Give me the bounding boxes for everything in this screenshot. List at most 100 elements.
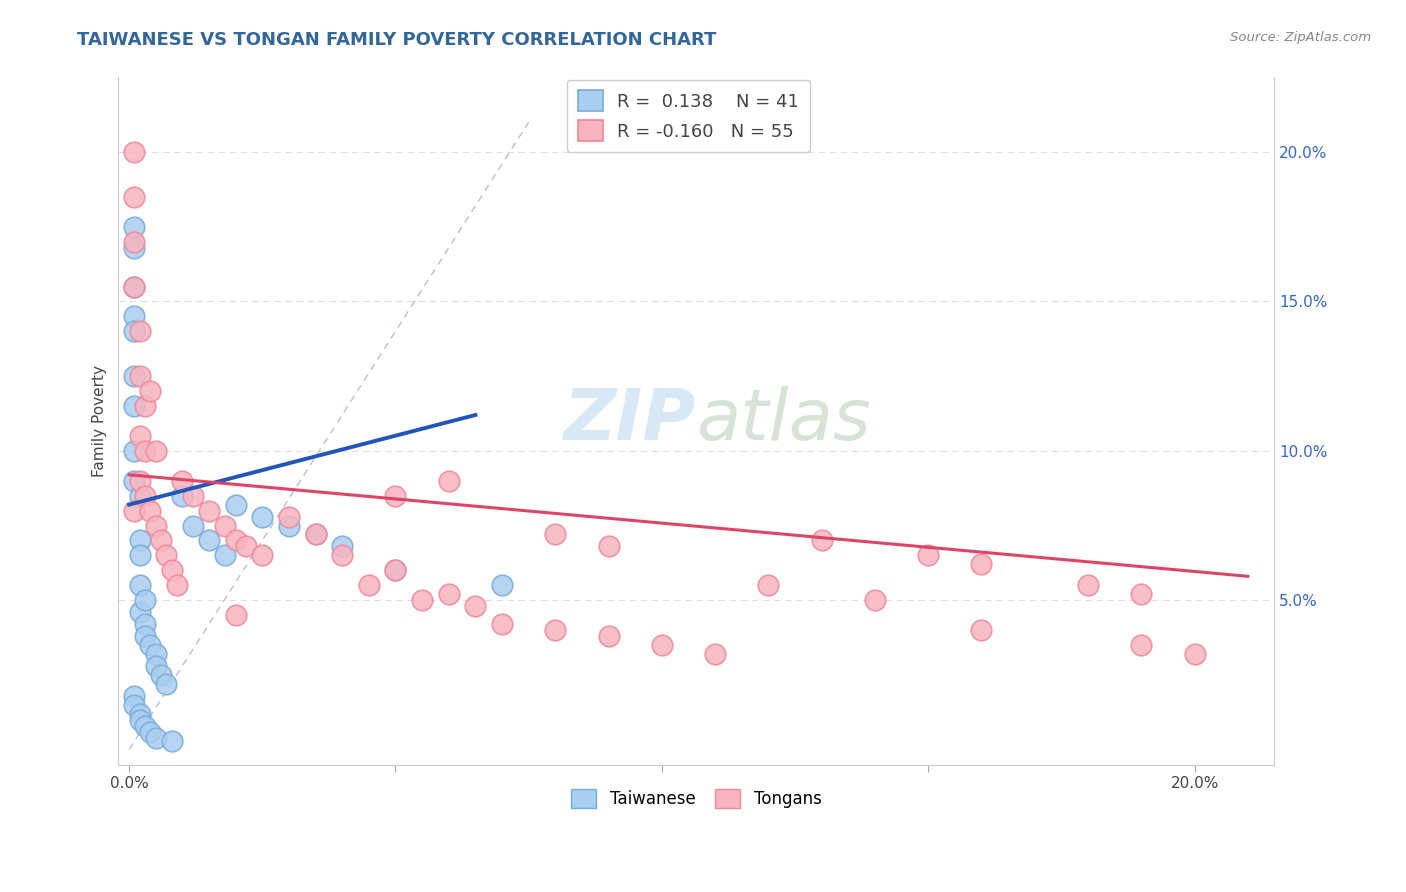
Point (225, 498, 247, 512)
Point (128, 324, 150, 338)
Point (139, 638, 162, 652)
Point (128, 578, 150, 592)
Point (139, 724, 162, 739)
Point (863, 593, 886, 607)
Point (1184, 647, 1206, 661)
Point (124, 235, 146, 249)
Point (145, 518, 167, 533)
Point (181, 489, 204, 503)
Point (277, 518, 299, 533)
Point (181, 518, 204, 533)
Point (139, 384, 162, 398)
Point (1130, 587, 1153, 601)
Y-axis label: Family Poverty: Family Poverty (93, 365, 107, 477)
Point (198, 533, 221, 548)
Point (128, 429, 150, 443)
Point (124, 474, 146, 488)
Point (598, 540, 620, 554)
Point (134, 629, 156, 643)
Point (124, 689, 146, 703)
Point (145, 731, 167, 745)
Point (124, 310, 146, 324)
Point (134, 443, 156, 458)
Point (214, 518, 236, 533)
Point (124, 219, 146, 234)
Point (134, 489, 156, 503)
Point (128, 489, 150, 503)
Point (128, 369, 150, 384)
Point (1130, 638, 1153, 652)
Point (124, 279, 146, 293)
Point (139, 503, 162, 517)
Point (145, 443, 167, 458)
Point (134, 593, 156, 607)
Point (437, 474, 460, 488)
Point (917, 549, 939, 563)
Point (491, 617, 513, 632)
Point (150, 533, 173, 548)
Point (304, 527, 326, 541)
Point (124, 190, 146, 204)
Point (172, 489, 194, 503)
Point (128, 713, 150, 727)
Text: ZIP: ZIP (564, 386, 696, 456)
Point (128, 549, 150, 563)
Text: atlas: atlas (696, 386, 872, 456)
Point (544, 623, 567, 637)
Legend: Taiwanese, Tongans: Taiwanese, Tongans (565, 782, 828, 814)
Point (150, 668, 173, 682)
Point (304, 527, 326, 541)
Point (704, 647, 727, 661)
Point (172, 474, 194, 488)
Point (598, 629, 620, 643)
Point (277, 509, 299, 524)
Point (810, 533, 832, 548)
Point (225, 608, 247, 623)
Point (384, 489, 406, 503)
Point (357, 578, 380, 592)
Point (128, 474, 150, 488)
Point (235, 540, 257, 554)
Point (214, 549, 236, 563)
Point (128, 533, 150, 548)
Text: Source: ZipAtlas.com: Source: ZipAtlas.com (1230, 31, 1371, 45)
Point (166, 578, 188, 592)
Point (330, 549, 353, 563)
Point (225, 533, 247, 548)
Point (124, 241, 146, 255)
Point (134, 617, 156, 632)
Point (437, 587, 460, 601)
Point (155, 677, 177, 691)
Point (134, 399, 156, 413)
Point (155, 549, 177, 563)
Point (124, 443, 146, 458)
Point (384, 563, 406, 577)
Point (464, 599, 486, 614)
Point (491, 578, 513, 592)
Point (544, 527, 567, 541)
Point (145, 659, 167, 673)
Point (134, 719, 156, 733)
Point (198, 503, 221, 517)
Point (384, 563, 406, 577)
Point (128, 706, 150, 721)
Text: TAIWANESE VS TONGAN FAMILY POVERTY CORRELATION CHART: TAIWANESE VS TONGAN FAMILY POVERTY CORRE… (77, 31, 717, 49)
Point (124, 698, 146, 712)
Point (252, 509, 274, 524)
Point (124, 324, 146, 338)
Point (970, 623, 993, 637)
Point (1077, 578, 1099, 592)
Point (124, 145, 146, 160)
Point (160, 733, 183, 747)
Point (758, 578, 780, 592)
Point (124, 503, 146, 517)
Point (128, 605, 150, 619)
Point (330, 540, 353, 554)
Point (970, 558, 993, 572)
Point (124, 279, 146, 293)
Point (145, 647, 167, 661)
Point (411, 593, 433, 607)
Point (124, 369, 146, 384)
Point (651, 638, 673, 652)
Point (160, 563, 183, 577)
